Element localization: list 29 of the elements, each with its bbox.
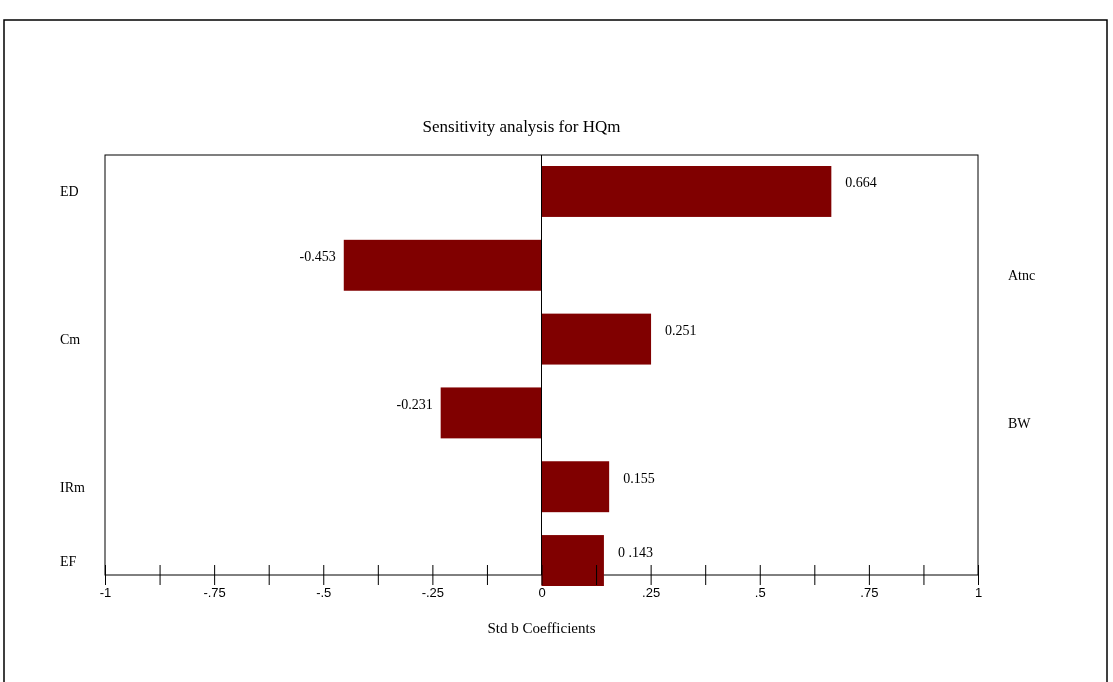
x-tick-label: -.25 [421,585,445,601]
data-label: 0.155 [623,470,655,486]
x-tick-label: -.5 [316,585,332,601]
bar [343,239,542,291]
x-tick-label: 1 [974,585,983,601]
x-axis-title: Std b Coefficients [487,620,596,636]
data-label: 0.664 [845,175,877,191]
bar [541,166,832,217]
y2-tick-label: BW [1008,415,1032,431]
data-label: 0 .143 [617,544,653,560]
data-label: 0.251 [665,323,697,339]
bar [440,387,542,439]
y-tick-label: IRm [60,479,85,495]
y-tick-label: EF [60,553,77,569]
data-label: -0.453 [299,249,336,265]
bar [541,461,610,513]
x-tick-label: -.75 [203,585,226,601]
chart-title: Sensitivity analysis for HQm [422,117,621,136]
x-tick-label: .25 [642,585,661,601]
y-tick-label: ED [60,184,79,200]
x-tick-label: .5 [754,585,766,601]
x-tick-label: -1 [99,585,112,601]
x-tick-label: .75 [860,585,879,601]
bar [541,535,604,586]
data-label: -0.231 [396,396,433,412]
y-tick-label: Cm [60,332,81,348]
y2-tick-label: Atnc [1008,268,1036,284]
bar [541,313,652,365]
x-tick-label: 0 [538,585,546,601]
